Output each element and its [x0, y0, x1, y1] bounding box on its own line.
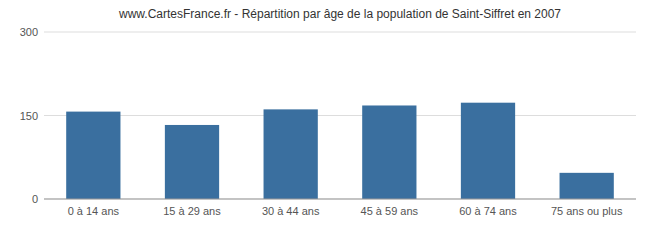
- chart-container: www.CartesFrance.fr - Répartition par âg…: [0, 0, 650, 229]
- bar: [264, 109, 318, 199]
- title: www.CartesFrance.fr - Répartition par âg…: [118, 7, 561, 21]
- grid-line: [44, 32, 636, 33]
- grid: [44, 32, 636, 199]
- x-axis-line: [44, 199, 636, 200]
- bar: [66, 112, 120, 199]
- bar: [461, 103, 515, 199]
- x-tick-label: 30 à 44 ans: [262, 205, 320, 217]
- x-tick-label: 0 à 14 ans: [68, 205, 120, 217]
- bar: [560, 173, 614, 199]
- bars: [66, 103, 614, 199]
- chart: www.CartesFrance.fr - Répartition par âg…: [0, 0, 650, 229]
- y-tick-label: 0: [32, 193, 38, 205]
- x-tick-label: 15 à 29 ans: [163, 205, 221, 217]
- page: {"chart_data": {"type": "bar", "title": …: [0, 0, 650, 229]
- x-tick-label: 60 à 74 ans: [459, 205, 517, 217]
- x-tick-label: 75 ans ou plus: [551, 205, 623, 217]
- x-tick-label: 45 à 59 ans: [361, 205, 419, 217]
- bar: [165, 125, 219, 199]
- grid-line: [44, 115, 636, 116]
- y-tick-label: 150: [20, 110, 38, 122]
- grid-line: [44, 199, 636, 200]
- bar: [362, 105, 416, 199]
- y-tick-label: 300: [20, 26, 38, 38]
